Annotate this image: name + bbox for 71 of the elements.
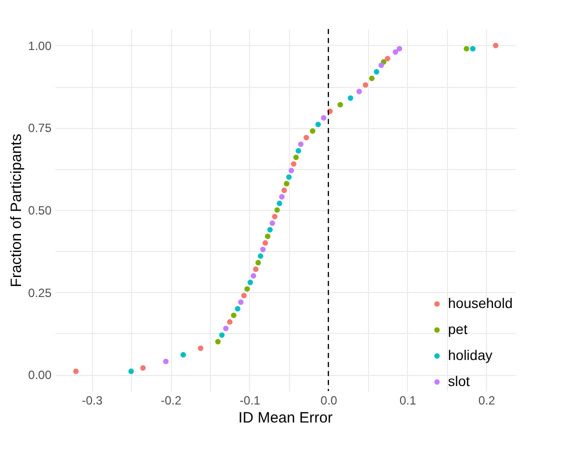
point bbox=[248, 280, 254, 286]
point bbox=[492, 42, 498, 48]
y-axis-title: Fraction of Participants bbox=[8, 134, 26, 288]
point bbox=[253, 266, 259, 272]
point bbox=[304, 134, 310, 140]
point bbox=[374, 69, 380, 75]
point bbox=[464, 46, 470, 52]
point bbox=[260, 246, 266, 252]
y-tick-label: 0.25 bbox=[28, 286, 52, 300]
point bbox=[396, 46, 402, 52]
x-tick-label: 0.0 bbox=[320, 394, 338, 408]
point bbox=[320, 115, 326, 121]
point bbox=[73, 368, 79, 374]
point bbox=[337, 102, 343, 108]
point bbox=[270, 220, 276, 226]
point bbox=[234, 306, 240, 312]
point bbox=[227, 319, 233, 325]
point bbox=[128, 368, 134, 374]
point bbox=[392, 49, 398, 55]
point bbox=[288, 168, 294, 174]
x-tick-label: 0.2 bbox=[478, 394, 496, 408]
point bbox=[219, 332, 225, 338]
point bbox=[293, 154, 299, 160]
point bbox=[272, 214, 278, 220]
y-tick-label: 0.00 bbox=[28, 368, 52, 382]
point bbox=[356, 88, 362, 94]
point bbox=[470, 46, 476, 52]
point bbox=[262, 240, 268, 246]
point bbox=[223, 326, 229, 332]
point bbox=[296, 148, 302, 154]
point bbox=[286, 174, 292, 180]
x-tick-label: -0.3 bbox=[82, 394, 103, 408]
point bbox=[362, 82, 368, 88]
point bbox=[310, 128, 316, 134]
point bbox=[180, 352, 186, 358]
point bbox=[163, 358, 169, 364]
point bbox=[298, 141, 304, 147]
legend-label: slot bbox=[448, 373, 470, 389]
point bbox=[378, 62, 384, 68]
point bbox=[244, 286, 250, 292]
legend-label: holiday bbox=[448, 347, 492, 363]
legend-label: pet bbox=[448, 321, 468, 337]
point bbox=[290, 161, 296, 167]
point bbox=[215, 338, 221, 344]
x-tick-label: -0.2 bbox=[160, 394, 182, 408]
point bbox=[198, 345, 204, 351]
legend-label: household bbox=[448, 295, 513, 311]
y-tick-label: 0.75 bbox=[28, 121, 52, 136]
point bbox=[140, 365, 146, 371]
point bbox=[281, 188, 287, 193]
point bbox=[230, 312, 236, 318]
y-tick-label: 0.50 bbox=[28, 204, 52, 218]
point bbox=[267, 227, 273, 232]
point bbox=[276, 200, 282, 206]
x-axis-title: ID Mean Error bbox=[238, 410, 333, 426]
x-tick-label: 0.1 bbox=[399, 394, 416, 408]
point bbox=[250, 273, 256, 279]
point bbox=[279, 194, 285, 200]
point bbox=[241, 292, 247, 298]
point bbox=[264, 234, 270, 240]
point bbox=[384, 56, 390, 62]
point bbox=[348, 95, 354, 101]
point bbox=[315, 122, 321, 128]
point bbox=[238, 299, 244, 305]
point bbox=[274, 207, 280, 213]
y-tick-label: 1.00 bbox=[28, 38, 52, 53]
point bbox=[255, 260, 261, 266]
point bbox=[258, 253, 264, 259]
point bbox=[369, 76, 375, 82]
x-tick-label: -0.1 bbox=[240, 394, 261, 408]
point bbox=[284, 180, 290, 186]
